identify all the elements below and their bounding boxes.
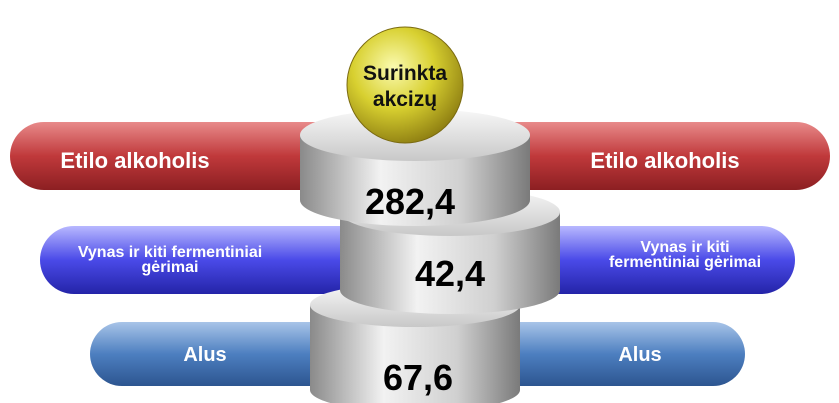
left-label: Etilo alkoholis (60, 148, 209, 173)
right-label: Alus (618, 344, 661, 366)
sphere (347, 27, 463, 143)
right-label: fermentiniai gėrimai (609, 254, 761, 271)
left-label: gėrimai (142, 259, 199, 276)
value: 42,4 (415, 253, 485, 294)
diagram: Etilo alkoholis Etilo alkoholis Vynas ir… (0, 0, 839, 403)
center-label: Surinkta (363, 62, 447, 85)
center-label: akcizų (373, 88, 437, 111)
left-label: Alus (183, 344, 226, 366)
value: 67,6 (383, 357, 453, 398)
value: 282,4 (365, 181, 455, 222)
right-label: Etilo alkoholis (590, 148, 739, 173)
